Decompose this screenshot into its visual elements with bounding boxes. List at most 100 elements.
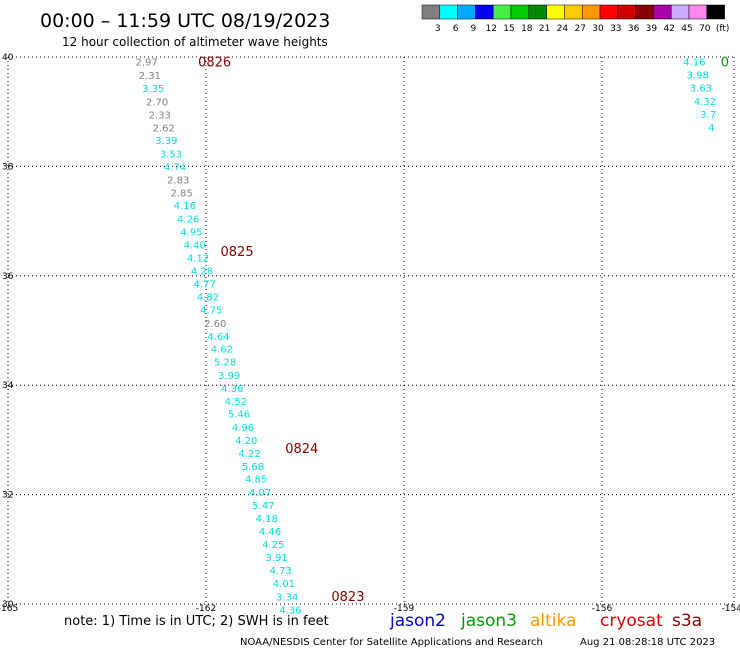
colorbar-label: (ft) — [716, 24, 730, 34]
colorbar-swatch — [706, 4, 725, 20]
wave-height-value: 2.83 — [167, 176, 189, 187]
wave-height-value: 4.77 — [194, 279, 216, 290]
page-subtitle: 12 hour collection of altimeter wave hei… — [62, 35, 328, 49]
y-tick-label: 38 — [2, 162, 14, 172]
colorbar-swatch — [581, 4, 601, 20]
colorbar-label: 45 — [681, 24, 692, 34]
wave-height-value: 4.96 — [232, 423, 254, 434]
time-labels: 0826 0825 0824 0823 0 — [198, 55, 729, 604]
footer-timestamp: Aug 21 08:28:18 UTC 2023 — [580, 637, 715, 648]
x-tick-label: -162 — [196, 604, 216, 614]
wave-height-value: 4.46 — [259, 527, 281, 538]
time-label: 0826 — [198, 55, 231, 70]
y-tick-label: 34 — [2, 381, 14, 391]
wave-height-value: 4.64 — [207, 332, 229, 343]
wave-height-value: 5.47 — [252, 501, 274, 512]
time-label: 0824 — [285, 442, 318, 457]
colorbar-swatch — [510, 4, 530, 20]
wave-height-value: 4.22 — [238, 449, 260, 460]
wave-height-value: 5.46 — [228, 410, 250, 421]
satellite-altika: altika — [530, 611, 577, 631]
colorbar-legend: 3 6 9 12 15 18 21 24 27 30 33 36 39 42 45 70 (ft) — [421, 4, 730, 34]
wave-height-value: 4.73 — [269, 566, 291, 577]
wave-height-value: 4 — [708, 123, 714, 134]
wave-height-value: 3.35 — [142, 84, 164, 95]
satellite-legend: jason2 jason3 altika cryosat s3a — [389, 611, 702, 631]
colorbar-label: 9 — [471, 24, 477, 34]
colorbar-swatch — [564, 4, 583, 20]
colorbar-swatch — [617, 4, 636, 20]
colorbar-swatch — [475, 4, 494, 20]
wave-height-value: 5.28 — [214, 358, 236, 369]
wave-height-value: 3.99 — [218, 371, 240, 382]
wave-height-value: 4.40 — [184, 241, 206, 252]
wave-height-value: 3.98 — [687, 71, 709, 82]
wave-height-value: 4.52 — [225, 397, 247, 408]
wave-height-value: 4.75 — [200, 306, 222, 317]
colorbar-label: 42 — [663, 24, 674, 34]
satellite-cryosat: cryosat — [600, 611, 663, 631]
x-tick-label: -156 — [592, 604, 613, 614]
x-tick-label: -165 — [0, 604, 18, 614]
wave-height-value: 4.95 — [180, 227, 202, 238]
y-axis-labels: 30 32 34 36 38 40 — [2, 53, 14, 610]
page-title: 00:00 – 11:59 UTC 08/19/2023 — [40, 10, 330, 32]
wave-height-value: 4.25 — [262, 540, 284, 551]
colorbar-label: 70 — [699, 24, 711, 34]
colorbar-swatch — [492, 4, 512, 20]
time-label: 0823 — [331, 590, 364, 605]
colorbar-label: 24 — [557, 24, 569, 34]
wave-height-value: 4.36 — [221, 384, 243, 395]
colorbar-swatch — [599, 4, 619, 20]
y-tick-label: 30 — [2, 600, 14, 610]
colorbar-label: 12 — [485, 24, 496, 34]
time-label: 0 — [721, 55, 729, 70]
colorbar-swatch — [653, 4, 672, 20]
wave-height-value: 5.68 — [242, 462, 264, 473]
colorbar-swatch — [457, 4, 476, 20]
colorbar-swatch — [528, 4, 547, 20]
gridlines — [7, 56, 735, 605]
wave-height-value: 3.63 — [690, 84, 712, 95]
wave-height-value: 4.28 — [191, 266, 213, 277]
colorbar-label: 39 — [646, 24, 658, 34]
wave-height-value: 4.32 — [694, 97, 716, 108]
wave-height-points: 2.97 2.31 3.35 2.70 2.33 2.623.39 3.53 4.74 2.83… — [135, 57, 716, 616]
wave-height-value: 4.16 — [174, 201, 196, 212]
colorbar-label: 36 — [628, 24, 640, 34]
wave-height-value: 4.26 — [177, 214, 199, 225]
wave-height-value: 2.85 — [170, 189, 192, 200]
wave-height-value: 4.74 — [164, 162, 186, 173]
y-tick-label: 36 — [2, 272, 14, 282]
time-label: 0825 — [221, 245, 254, 260]
wave-height-value: 4.62 — [211, 345, 233, 356]
colorbar-label: 18 — [521, 24, 533, 34]
wave-height-value: 3.53 — [160, 149, 182, 160]
satellite-s3a: s3a — [672, 611, 702, 631]
footer-credit: NOAA/NESDIS Center for Satellite Applica… — [240, 637, 543, 648]
wave-height-value: 2.62 — [153, 124, 175, 135]
footer-note: note: 1) Time is in UTC; 2) SWH is in fe… — [64, 614, 329, 629]
wave-height-value: 3.91 — [265, 553, 287, 564]
wave-height-value: 3.34 — [276, 592, 298, 603]
x-tick-label: -154 — [722, 604, 740, 614]
wave-height-value: 4.82 — [197, 293, 219, 304]
wave-height-value: 4.16 — [683, 57, 705, 68]
wave-height-value: 4.36 — [279, 605, 301, 616]
colorbar-label: 6 — [453, 24, 459, 34]
y-tick-label: 32 — [2, 491, 13, 501]
colorbar-swatch — [635, 4, 654, 20]
wave-height-value: 3.39 — [155, 136, 177, 147]
colorbar-swatch — [439, 4, 458, 20]
wave-height-value: 4.12 — [187, 254, 209, 265]
y-tick-label: 40 — [2, 53, 14, 63]
colorbar-label: 21 — [539, 24, 550, 34]
colorbar-swatch — [670, 4, 690, 20]
wave-height-value: 2.97 — [135, 57, 157, 68]
wave-height-value: 4.07 — [249, 488, 271, 499]
x-tick-label: -159 — [394, 604, 415, 614]
wave-height-value: 2.31 — [139, 71, 161, 82]
wave-height-value: 2.60 — [204, 319, 226, 330]
